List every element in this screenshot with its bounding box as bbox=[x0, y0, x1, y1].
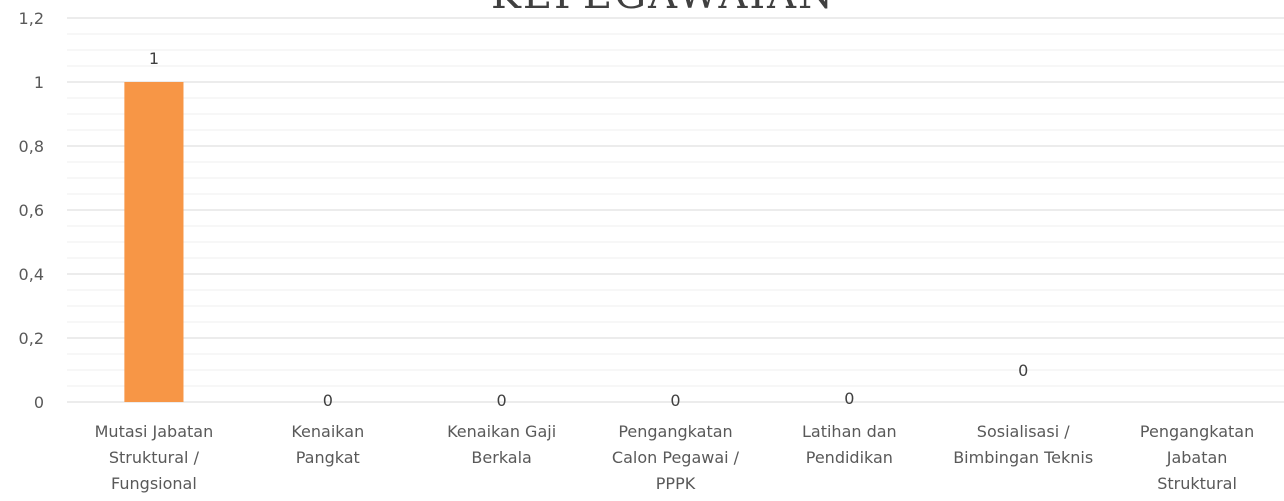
y-tick-label: 0,6 bbox=[19, 201, 44, 220]
data-label: 0 bbox=[323, 391, 333, 410]
category-label: Kenaikan Gaji Berkala bbox=[447, 422, 556, 467]
data-label: 0 bbox=[1018, 361, 1028, 380]
gridlines bbox=[67, 17, 1284, 387]
chart-title: KEPEGAWAIAN bbox=[491, 0, 835, 18]
data-label: 1 bbox=[149, 49, 159, 68]
y-tick-label: 1 bbox=[34, 73, 44, 92]
y-axis-ticks: 0 0,2 0,4 0,6 0,8 1 1,2 bbox=[19, 9, 44, 412]
data-label: 0 bbox=[844, 389, 854, 408]
category-label: Kenaikan Pangkat bbox=[291, 422, 364, 467]
data-label: 0 bbox=[670, 391, 680, 410]
category-label: Pengangkatan Calon Pegawai / PPPK bbox=[612, 422, 740, 493]
category-label: Pengangkatan Jabatan Struktural bbox=[1140, 422, 1254, 493]
category-label: Latihan dan Pendidikan bbox=[802, 422, 897, 467]
y-tick-label: 1,2 bbox=[19, 9, 44, 28]
y-tick-label: 0,2 bbox=[19, 329, 44, 348]
y-tick-label: 0 bbox=[34, 393, 44, 412]
y-tick-label: 0,8 bbox=[19, 137, 44, 156]
data-labels: 1 0 0 0 0 0 bbox=[149, 49, 1028, 410]
bar bbox=[124, 82, 184, 402]
data-label: 0 bbox=[497, 391, 507, 410]
category-label: Sosialisasi / Bimbingan Teknis bbox=[953, 422, 1093, 467]
category-label: Mutasi Jabatan Struktural / Fungsional bbox=[95, 422, 214, 493]
bars bbox=[124, 82, 184, 402]
category-labels: Mutasi Jabatan Struktural / Fungsional Kena… bbox=[95, 422, 1255, 493]
y-tick-label: 0,4 bbox=[19, 265, 44, 284]
